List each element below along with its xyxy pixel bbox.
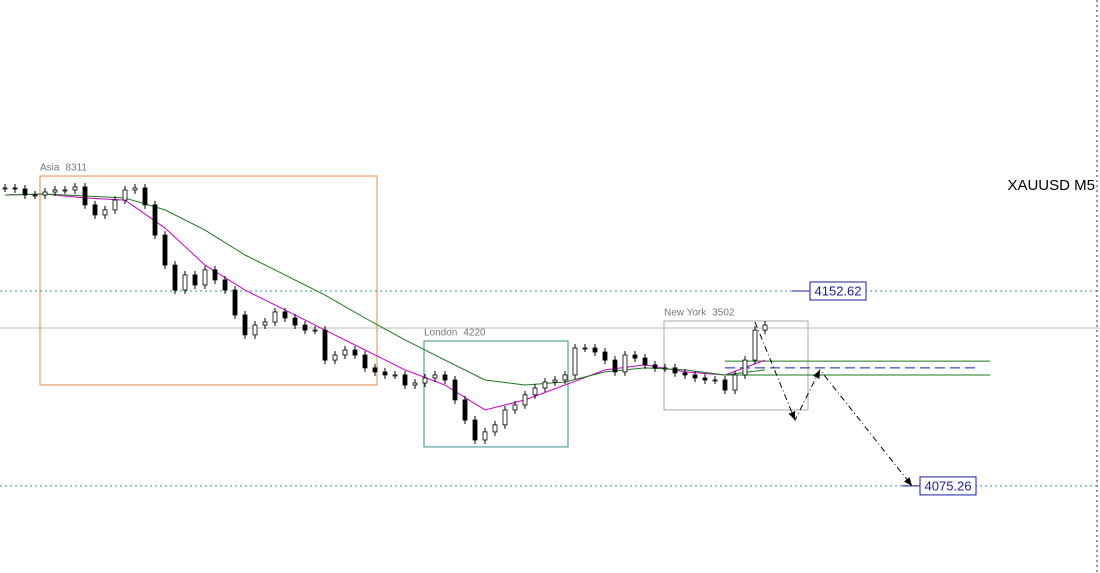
projection — [754, 321, 913, 487]
candle-body — [412, 382, 418, 386]
candle-body — [192, 274, 198, 286]
level-label-box — [809, 281, 867, 301]
candle-body — [472, 419, 478, 441]
session-box — [423, 340, 569, 448]
candle-body — [752, 329, 758, 361]
candle-body — [522, 394, 528, 406]
candle-body — [512, 404, 518, 411]
candle-body — [422, 377, 428, 384]
candle-body — [502, 409, 508, 426]
session-box — [663, 320, 809, 411]
candle-body — [112, 199, 118, 211]
candle-body — [32, 194, 38, 197]
candle-body — [762, 324, 768, 331]
candle-body — [692, 374, 698, 379]
candle-body — [292, 317, 298, 326]
candle-body — [102, 209, 108, 216]
candle-body — [532, 387, 538, 396]
session-name: New York — [664, 308, 707, 319]
projection-arrowhead — [788, 411, 796, 421]
session-name: Asia — [40, 163, 60, 174]
candle-body — [592, 347, 598, 353]
level-label-box — [919, 476, 977, 496]
candle-body — [222, 279, 228, 291]
candle-body — [22, 188, 28, 196]
candle-body — [652, 364, 658, 369]
candle-body — [52, 189, 58, 193]
candle-body — [452, 379, 458, 401]
candle-body — [2, 187, 8, 190]
candle-body — [552, 379, 558, 383]
level-label: 4075.26 — [925, 478, 972, 493]
candle-body — [202, 269, 208, 286]
candle-body — [622, 354, 628, 373]
candle-body — [352, 349, 358, 356]
candle-body — [672, 367, 678, 374]
projection-arrowhead — [904, 477, 912, 486]
symbol-label: XAUUSD M5 — [1007, 177, 1095, 194]
candle-body — [742, 359, 748, 376]
projection-arrowhead — [813, 369, 820, 379]
candle-body — [612, 359, 618, 373]
candle-body — [432, 374, 438, 379]
candle-body — [332, 354, 338, 361]
candle-body — [82, 186, 88, 206]
candle-body — [302, 324, 308, 331]
candle-body — [732, 374, 738, 391]
candle-body — [382, 371, 388, 376]
candle-body — [182, 274, 188, 291]
candle-body — [122, 189, 128, 201]
candle-body — [242, 314, 248, 336]
session-box — [39, 175, 378, 386]
candle-body — [642, 357, 648, 366]
level-label: 4152.62 — [815, 283, 862, 298]
candle-body — [322, 329, 328, 361]
candle-body — [402, 374, 408, 386]
candle-body — [722, 379, 728, 391]
candle-body — [282, 311, 288, 319]
session-count: 4220 — [463, 328, 486, 339]
candle-body — [392, 374, 398, 377]
candle-body — [152, 204, 158, 236]
moving-average — [4, 193, 766, 411]
moving-average — [4, 193, 766, 386]
candle-body — [602, 351, 608, 361]
session-name: London — [424, 328, 457, 339]
candle-body — [12, 187, 18, 190]
candle-body — [62, 189, 68, 192]
candle-body — [272, 311, 278, 323]
candle-body — [362, 354, 368, 369]
candle-body — [662, 367, 668, 370]
candle-body — [132, 187, 138, 191]
candle-body — [682, 372, 688, 376]
candle-body — [542, 381, 548, 389]
session-count: 3502 — [712, 308, 735, 319]
candle-body — [72, 186, 78, 191]
candle-body — [312, 329, 318, 332]
candle-body — [702, 377, 708, 381]
candle-body — [582, 347, 588, 350]
candle-body — [372, 367, 378, 373]
candle-body — [212, 269, 218, 281]
candle-body — [342, 349, 348, 356]
candle-body — [172, 264, 178, 291]
candle-body — [142, 187, 148, 206]
candle-body — [442, 374, 448, 381]
candle-body — [632, 354, 638, 359]
candle-body — [482, 431, 488, 441]
candle-body — [232, 289, 238, 316]
candle-body — [262, 321, 268, 326]
candle-body — [712, 379, 718, 382]
candle-body — [492, 424, 498, 433]
candle-body — [562, 374, 568, 381]
candle-body — [92, 204, 98, 216]
candle-body — [572, 347, 578, 376]
candle-body — [42, 191, 48, 196]
session-count: 8311 — [65, 163, 87, 174]
candle-body — [462, 399, 468, 421]
candle-body — [252, 324, 258, 336]
candle-body — [162, 234, 168, 266]
